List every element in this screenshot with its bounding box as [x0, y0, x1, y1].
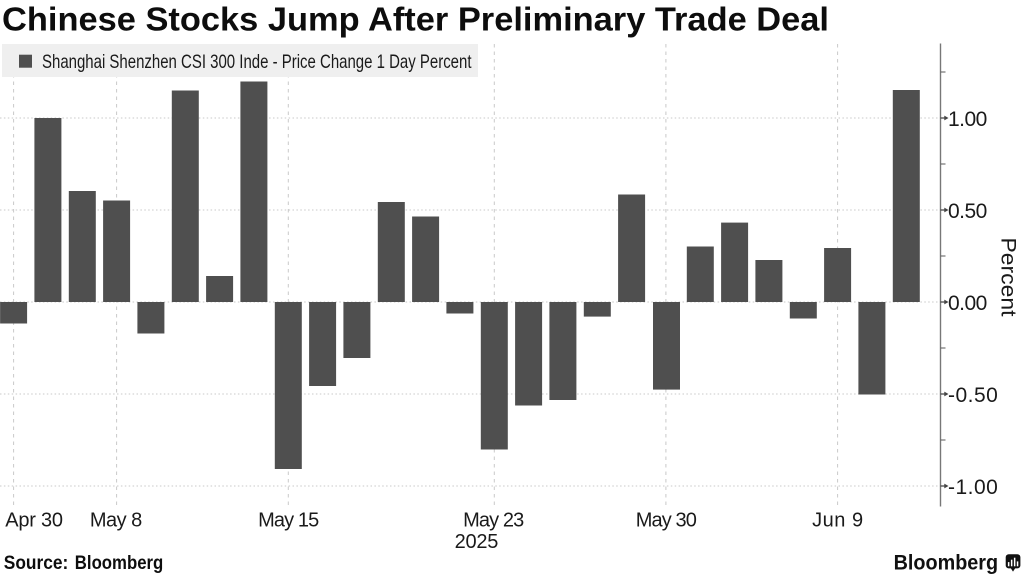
svg-text:1.00: 1.00 — [948, 108, 987, 131]
svg-text:Shanghai Shenzhen CSI 300 Inde: Shanghai Shenzhen CSI 300 Inde - Price C… — [42, 51, 472, 73]
svg-text:Apr 30: Apr 30 — [5, 510, 63, 532]
svg-text:Chinese Stocks Jump After Prel: Chinese Stocks Jump After Preliminary Tr… — [2, 0, 829, 37]
svg-text:May 8: May 8 — [90, 510, 142, 532]
svg-text:0.00: 0.00 — [948, 292, 987, 315]
svg-text:Jun 9: Jun 9 — [812, 510, 863, 532]
svg-text:May 15: May 15 — [258, 510, 319, 532]
svg-text:Source:: Source: — [4, 553, 69, 574]
svg-text:-0.50: -0.50 — [948, 384, 998, 407]
svg-text:May 23: May 23 — [463, 510, 524, 532]
svg-text:Bloomberg: Bloomberg — [894, 550, 999, 575]
svg-text:Bloomberg: Bloomberg — [75, 553, 164, 574]
svg-text:May 30: May 30 — [636, 510, 697, 532]
svg-text:2025: 2025 — [455, 531, 499, 553]
svg-text:0.50: 0.50 — [948, 200, 987, 223]
svg-text:Percent: Percent — [997, 238, 1021, 317]
svg-text:-1.00: -1.00 — [948, 476, 998, 499]
